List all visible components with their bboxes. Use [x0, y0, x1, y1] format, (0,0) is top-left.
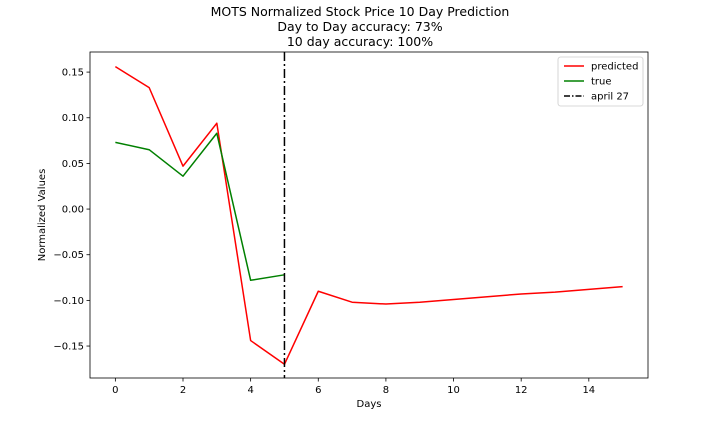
- y-tick-label: −0.15: [53, 342, 84, 353]
- x-tick-label: 12: [515, 385, 528, 396]
- x-tick-label: 4: [247, 385, 253, 396]
- y-axis-label: Normalized Values: [37, 169, 48, 262]
- x-tick-label: 2: [180, 385, 186, 396]
- x-tick-label: 10: [447, 385, 460, 396]
- y-tick-label: 0.00: [62, 205, 84, 216]
- chart-subtitle-day-accuracy: Day to Day accuracy: 73%: [277, 19, 443, 34]
- y-tick-label: 0.10: [62, 113, 84, 124]
- x-tick-label: 8: [383, 385, 389, 396]
- y-tick-label: −0.10: [53, 296, 84, 307]
- series-line-predicted: [114, 65, 623, 366]
- chart-subtitle-10day-accuracy: 10 day accuracy: 100%: [286, 34, 434, 49]
- legend: predicted true april 27: [557, 56, 644, 107]
- x-tick-label: 6: [315, 385, 321, 396]
- legend-box: [557, 56, 644, 107]
- y-tick-label: 0.05: [62, 159, 84, 170]
- y-axis: −0.15 −0.10 −0.05 0.00 0.05 0.10 0.15: [53, 68, 90, 353]
- y-tick-label: −0.05: [53, 250, 84, 261]
- legend-label-april-27: april 27: [591, 92, 629, 103]
- plot-frame: [89, 51, 649, 379]
- x-axis-label: Days: [357, 399, 382, 410]
- x-tick-label: 14: [582, 385, 595, 396]
- legend-label-true: true: [591, 77, 612, 88]
- x-tick-label: 0: [112, 385, 118, 396]
- x-axis: 0 2 4 6 8 10 12 14: [112, 378, 595, 396]
- chart-title: MOTS Normalized Stock Price 10 Day Predi…: [210, 4, 510, 19]
- y-tick-label: 0.15: [62, 68, 84, 79]
- series-line-true: [115, 132, 285, 282]
- legend-label-predicted: predicted: [591, 62, 638, 73]
